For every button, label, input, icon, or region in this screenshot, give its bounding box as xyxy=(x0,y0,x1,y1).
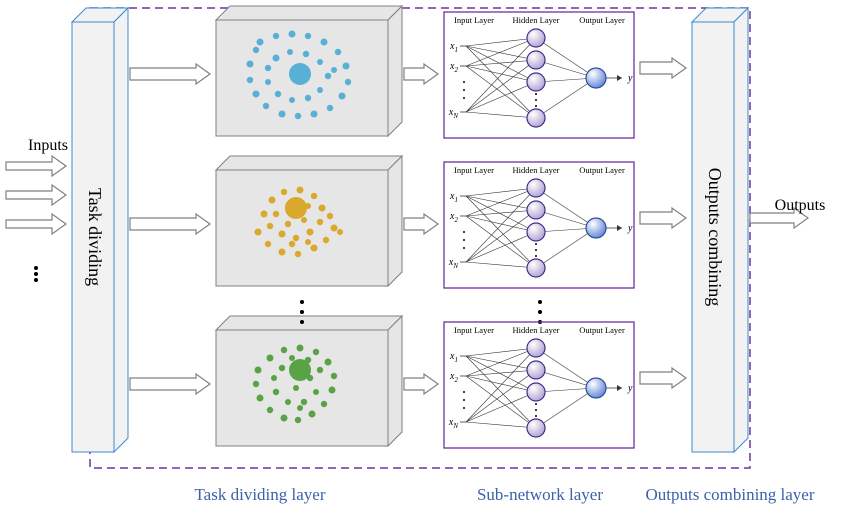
task-dividing-label: Task dividing xyxy=(85,188,105,286)
svg-text:Output Layer: Output Layer xyxy=(579,15,625,25)
svg-text:xN: xN xyxy=(448,107,458,120)
svg-text:x1: x1 xyxy=(449,351,458,364)
svg-text:Output Layer: Output Layer xyxy=(579,165,625,175)
outputs-combining-label: Outputs combining xyxy=(705,168,725,307)
sub-network-layer-label: Sub-network layer xyxy=(477,485,603,504)
task-dividing-layer-label: Task dividing layer xyxy=(194,485,325,504)
svg-text:Output Layer: Output Layer xyxy=(579,325,625,335)
outputs-label: Outputs xyxy=(775,197,826,214)
outputs-combining-block: Outputs combining xyxy=(692,8,748,452)
svg-text:x1: x1 xyxy=(449,191,458,204)
svg-text:Hidden Layer: Hidden Layer xyxy=(513,165,560,175)
svg-text:Input Layer: Input Layer xyxy=(454,325,494,335)
svg-text:y: y xyxy=(627,383,633,394)
svg-text:x2: x2 xyxy=(449,371,458,384)
cluster-box-0 xyxy=(216,6,402,136)
cluster-box-2 xyxy=(216,316,402,446)
svg-text:y: y xyxy=(627,73,633,84)
svg-text:x2: x2 xyxy=(449,61,458,74)
svg-text:Hidden Layer: Hidden Layer xyxy=(513,15,560,25)
outputs-combining-layer-label: Outputs combining layer xyxy=(645,485,814,504)
svg-text:x1: x1 xyxy=(449,41,458,54)
inputs-label: Inputs xyxy=(28,137,68,154)
svg-text:Hidden Layer: Hidden Layer xyxy=(513,325,560,335)
architecture-diagram: Task dividing Outputs combining Inputs Outp… xyxy=(0,0,850,520)
svg-text:xN: xN xyxy=(448,257,458,270)
cluster-box-1 xyxy=(216,156,402,286)
task-dividing-block: Task dividing xyxy=(72,8,128,452)
svg-text:xN: xN xyxy=(448,417,458,430)
svg-text:Input Layer: Input Layer xyxy=(454,165,494,175)
svg-text:y: y xyxy=(627,223,633,234)
svg-text:Input Layer: Input Layer xyxy=(454,15,494,25)
svg-text:x2: x2 xyxy=(449,211,458,224)
